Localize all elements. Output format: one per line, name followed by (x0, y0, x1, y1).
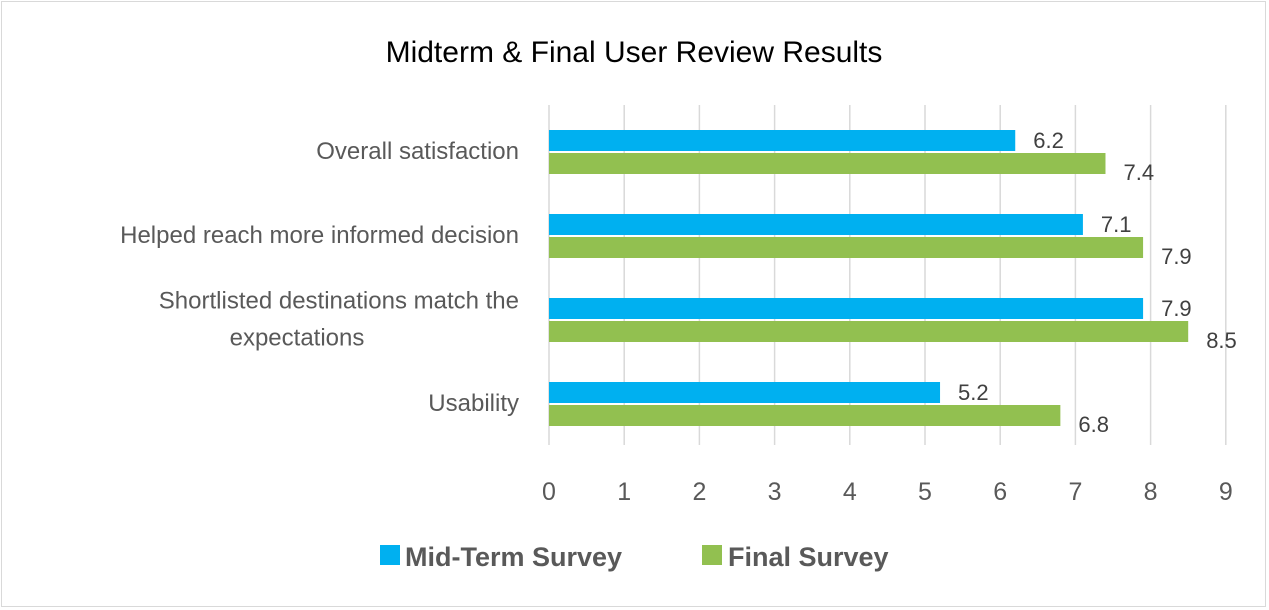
x-tick-label: 8 (1144, 478, 1158, 506)
x-tick-label: 7 (1068, 478, 1082, 506)
bar-final (549, 153, 1106, 174)
x-tick-label: 0 (542, 478, 556, 506)
category-label: Helped reach more informed decision (120, 222, 519, 249)
data-labels: 6.2 7.4 7.1 7.9 7.9 8.5 5.2 6.8 (958, 128, 1237, 437)
category-label: Usability (428, 390, 519, 417)
bar-midterm (549, 298, 1144, 319)
x-tick-label: 4 (843, 478, 857, 506)
legend-swatch (702, 545, 722, 565)
bar-midterm (549, 130, 1016, 151)
data-label: 6.8 (1078, 412, 1109, 437)
data-label: 7.9 (1161, 244, 1192, 269)
data-label: 7.9 (1161, 296, 1192, 321)
category-label: expectations (230, 325, 365, 352)
data-label: 6.2 (1033, 128, 1064, 153)
category-label: Overall satisfaction (316, 138, 519, 165)
x-tick-label: 5 (918, 478, 932, 506)
chart-title: Midterm & Final User Review Results (386, 36, 883, 69)
bar-midterm (549, 214, 1083, 235)
category-label: Shortlisted destinations match the (159, 288, 519, 315)
legend-label: Mid-Term Survey (405, 542, 622, 572)
bar-final (549, 237, 1144, 258)
bar-final (549, 405, 1061, 426)
data-label: 7.1 (1101, 212, 1132, 237)
x-tick-label: 6 (993, 478, 1007, 506)
legend: Mid-Term Survey Final Survey (380, 542, 889, 572)
x-tick-label: 3 (768, 478, 782, 506)
data-label: 5.2 (958, 380, 989, 405)
legend-swatch (380, 545, 400, 565)
x-tick-label: 9 (1219, 478, 1233, 506)
data-label: 7.4 (1123, 160, 1154, 185)
bar-midterm (549, 382, 941, 403)
x-tick-label: 2 (692, 478, 706, 506)
data-label: 8.5 (1206, 328, 1237, 353)
bar-final (549, 321, 1189, 342)
x-tick-label: 1 (617, 478, 631, 506)
category-labels: Overall satisfaction Helped reach more in… (120, 138, 519, 417)
legend-label: Final Survey (728, 542, 889, 572)
x-axis-ticks: 0 1 2 3 4 5 6 7 8 9 (542, 478, 1233, 506)
bars (549, 130, 1189, 426)
